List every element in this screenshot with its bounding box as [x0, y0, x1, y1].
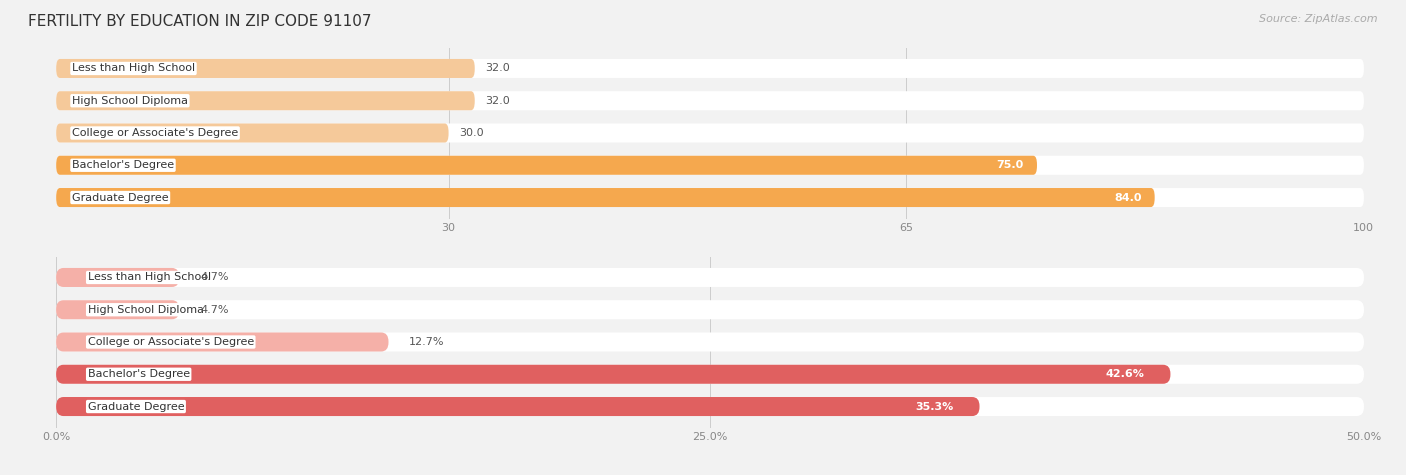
FancyBboxPatch shape — [56, 91, 1364, 110]
FancyBboxPatch shape — [56, 300, 1364, 319]
FancyBboxPatch shape — [56, 59, 475, 78]
Text: Less than High School: Less than High School — [72, 64, 195, 74]
Text: College or Associate's Degree: College or Associate's Degree — [87, 337, 254, 347]
Text: College or Associate's Degree: College or Associate's Degree — [72, 128, 238, 138]
FancyBboxPatch shape — [56, 397, 980, 416]
FancyBboxPatch shape — [56, 59, 1364, 78]
Text: 35.3%: 35.3% — [915, 401, 953, 411]
FancyBboxPatch shape — [56, 188, 1154, 207]
Text: High School Diploma: High School Diploma — [87, 305, 204, 315]
Text: Bachelor's Degree: Bachelor's Degree — [87, 369, 190, 379]
FancyBboxPatch shape — [56, 156, 1038, 175]
Text: 4.7%: 4.7% — [200, 305, 229, 315]
FancyBboxPatch shape — [56, 365, 1364, 384]
Text: Source: ZipAtlas.com: Source: ZipAtlas.com — [1260, 14, 1378, 24]
FancyBboxPatch shape — [56, 332, 1364, 352]
FancyBboxPatch shape — [56, 188, 1364, 207]
Text: Graduate Degree: Graduate Degree — [87, 401, 184, 411]
Text: 42.6%: 42.6% — [1105, 369, 1144, 379]
FancyBboxPatch shape — [56, 268, 1364, 287]
FancyBboxPatch shape — [56, 124, 1364, 142]
FancyBboxPatch shape — [56, 124, 449, 142]
FancyBboxPatch shape — [56, 156, 1364, 175]
Text: 30.0: 30.0 — [458, 128, 484, 138]
FancyBboxPatch shape — [56, 91, 475, 110]
Text: Bachelor's Degree: Bachelor's Degree — [72, 160, 174, 170]
FancyBboxPatch shape — [56, 397, 1364, 416]
FancyBboxPatch shape — [56, 365, 1170, 384]
Text: 4.7%: 4.7% — [200, 273, 229, 283]
Text: High School Diploma: High School Diploma — [72, 96, 188, 106]
Text: 12.7%: 12.7% — [409, 337, 444, 347]
FancyBboxPatch shape — [56, 332, 388, 352]
Text: 32.0: 32.0 — [485, 96, 510, 106]
FancyBboxPatch shape — [56, 268, 180, 287]
Text: Less than High School: Less than High School — [87, 273, 211, 283]
Text: 32.0: 32.0 — [485, 64, 510, 74]
Text: 84.0: 84.0 — [1114, 192, 1142, 202]
FancyBboxPatch shape — [56, 300, 180, 319]
Text: FERTILITY BY EDUCATION IN ZIP CODE 91107: FERTILITY BY EDUCATION IN ZIP CODE 91107 — [28, 14, 371, 29]
Text: 75.0: 75.0 — [997, 160, 1024, 170]
Text: Graduate Degree: Graduate Degree — [72, 192, 169, 202]
